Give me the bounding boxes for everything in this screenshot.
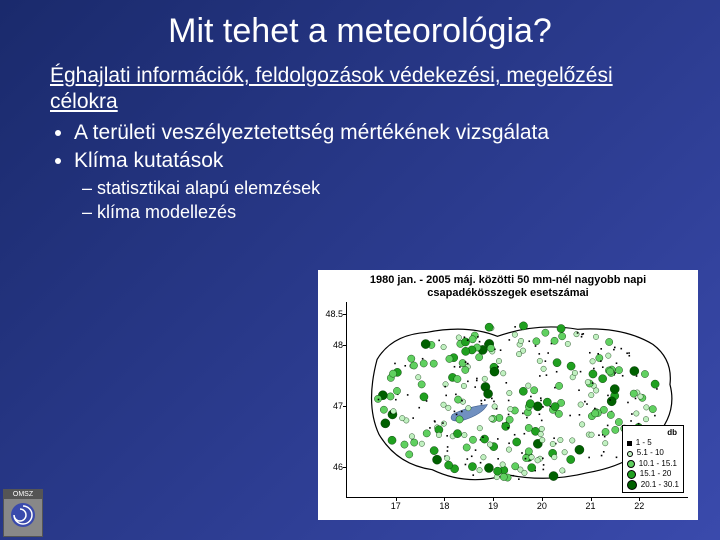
x-tick: 20: [537, 501, 547, 511]
legend-label: 1 - 5: [636, 438, 652, 448]
y-tick: 47: [319, 401, 343, 411]
legend-label: 20.1 - 30.1: [641, 480, 679, 490]
map-legend: db 1 - 55.1 - 1010.1 - 15.115.1 - 2020.1…: [622, 425, 684, 493]
x-tick: 19: [488, 501, 498, 511]
sub-bullet-item: klíma modellezés: [82, 200, 680, 224]
content-area: Éghajlati információk, feldolgozások véd…: [0, 59, 720, 225]
x-tick: 17: [391, 501, 401, 511]
legend-swatch: [627, 441, 632, 446]
legend-swatch: [627, 480, 637, 490]
legend-row: 5.1 - 10: [627, 448, 679, 458]
y-tick: 46: [319, 462, 343, 472]
sub-bullet-list: statisztikai alapú elemzések klíma model…: [50, 176, 680, 225]
legend-swatch: [627, 470, 636, 479]
bullet-item: A területi veszélyeztetettség mértékének…: [74, 120, 680, 146]
x-tick: 22: [634, 501, 644, 511]
legend-swatch: [627, 451, 633, 457]
logo-label: OMSZ: [4, 490, 42, 499]
lead-text: Éghajlati információk, feldolgozások véd…: [50, 63, 680, 116]
bullet-item: Klíma kutatások: [74, 148, 680, 174]
x-tick: 21: [586, 501, 596, 511]
slide-title: Mit tehet a meteorológia?: [0, 0, 720, 59]
legend-row: 1 - 5: [627, 438, 679, 448]
legend-label: 5.1 - 10: [637, 448, 664, 458]
omsz-logo: OMSZ: [3, 489, 43, 537]
map-title: 1980 jan. - 2005 máj. közötti 50 mm-nél …: [318, 270, 698, 302]
legend-row: 10.1 - 15.1: [627, 459, 679, 469]
legend-row: 20.1 - 30.1: [627, 480, 679, 490]
map-figure: 1980 jan. - 2005 máj. közötti 50 mm-nél …: [318, 270, 698, 520]
map-axes: db 1 - 55.1 - 1010.1 - 15.115.1 - 2020.1…: [346, 302, 688, 498]
x-tick: 18: [439, 501, 449, 511]
bullet-list: A területi veszélyeztetettség mértékének…: [50, 120, 680, 175]
legend-swatch: [627, 460, 635, 468]
station-scatter: [374, 322, 659, 481]
y-tick: 48: [319, 340, 343, 350]
logo-swirl-icon: [9, 501, 37, 529]
sub-bullet-item: statisztikai alapú elemzések: [82, 176, 680, 200]
y-tick: 48.5: [319, 309, 343, 319]
legend-label: 10.1 - 15.1: [639, 459, 677, 469]
legend-row: 15.1 - 20: [627, 469, 679, 479]
legend-label: 15.1 - 20: [640, 469, 672, 479]
legend-header: db: [627, 428, 679, 438]
